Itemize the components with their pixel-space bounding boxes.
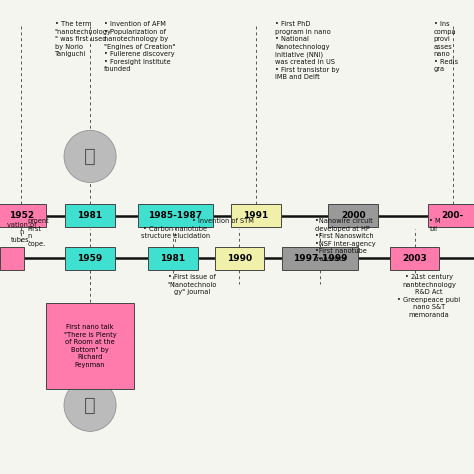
FancyBboxPatch shape	[137, 204, 213, 227]
FancyBboxPatch shape	[0, 204, 46, 227]
Text: 2000: 2000	[341, 211, 365, 220]
Text: First nano talk
"There is Plenty
of Room at the
Bottom" by
Richard
Feynman: First nano talk "There is Plenty of Room…	[64, 324, 117, 368]
FancyBboxPatch shape	[231, 204, 281, 227]
Text: 1997-1999: 1997-1999	[293, 254, 347, 263]
Text: vation of
n
tubes.: vation of n tubes.	[7, 222, 36, 243]
Text: • 21st century
nanotechnology
R&D Act
• Greenpeace publ
nano S&T
memoranda: • 21st century nanotechnology R&D Act • …	[397, 274, 461, 318]
Text: 👤: 👤	[84, 396, 96, 415]
FancyBboxPatch shape	[46, 303, 134, 389]
Text: •Nanowire circuit
developed at HP
•First Nanoswitch
•NSF inter-agency
•First nan: •Nanowire circuit developed at HP •First…	[315, 218, 376, 262]
Text: • First issue of
"Nanotechnolo
gy" journal: • First issue of "Nanotechnolo gy" journ…	[167, 274, 217, 295]
Circle shape	[64, 130, 116, 182]
FancyBboxPatch shape	[148, 247, 198, 270]
Text: pment
First
n
cope.: pment First n cope.	[27, 218, 49, 246]
Text: • Invention of AFM
• Popularization of
nanotechnology by
"Engines of Creation"
•: • Invention of AFM • Popularization of n…	[104, 21, 176, 73]
Text: 1990: 1990	[227, 254, 252, 263]
Text: • First PhD
program in nano
• National
Nanotechnology
Initiative (NNI)
was creat: • First PhD program in nano • National N…	[275, 21, 339, 80]
FancyBboxPatch shape	[65, 247, 115, 270]
FancyBboxPatch shape	[65, 204, 115, 227]
Text: • Carbon nanotube
structure elucidation: • Carbon nanotube structure elucidation	[141, 226, 210, 239]
Text: • The term
"nanotechnology
" was first used
by Norio
Taniguchi: • The term "nanotechnology " was first u…	[55, 21, 111, 57]
Text: • Invention of STM: • Invention of STM	[192, 218, 254, 224]
FancyBboxPatch shape	[282, 247, 357, 270]
Text: • M
bil: • M bil	[429, 218, 441, 231]
Text: 1981: 1981	[160, 254, 186, 263]
Text: 1981: 1981	[77, 211, 103, 220]
Text: 1991: 1991	[243, 211, 269, 220]
Text: 1952: 1952	[9, 211, 34, 220]
Text: 200-: 200-	[442, 211, 464, 220]
Circle shape	[64, 379, 116, 431]
FancyBboxPatch shape	[428, 204, 474, 227]
FancyBboxPatch shape	[0, 247, 24, 270]
Text: 2003: 2003	[402, 254, 427, 263]
FancyBboxPatch shape	[215, 247, 264, 270]
Text: 👤: 👤	[84, 147, 96, 166]
FancyBboxPatch shape	[328, 204, 378, 227]
Text: • Ins
compa
provi
asses
nano
• Redis
gra: • Ins compa provi asses nano • Redis gra	[434, 21, 458, 73]
Text: 1985-1987: 1985-1987	[148, 211, 202, 220]
Text: 1959: 1959	[77, 254, 103, 263]
FancyBboxPatch shape	[390, 247, 439, 270]
